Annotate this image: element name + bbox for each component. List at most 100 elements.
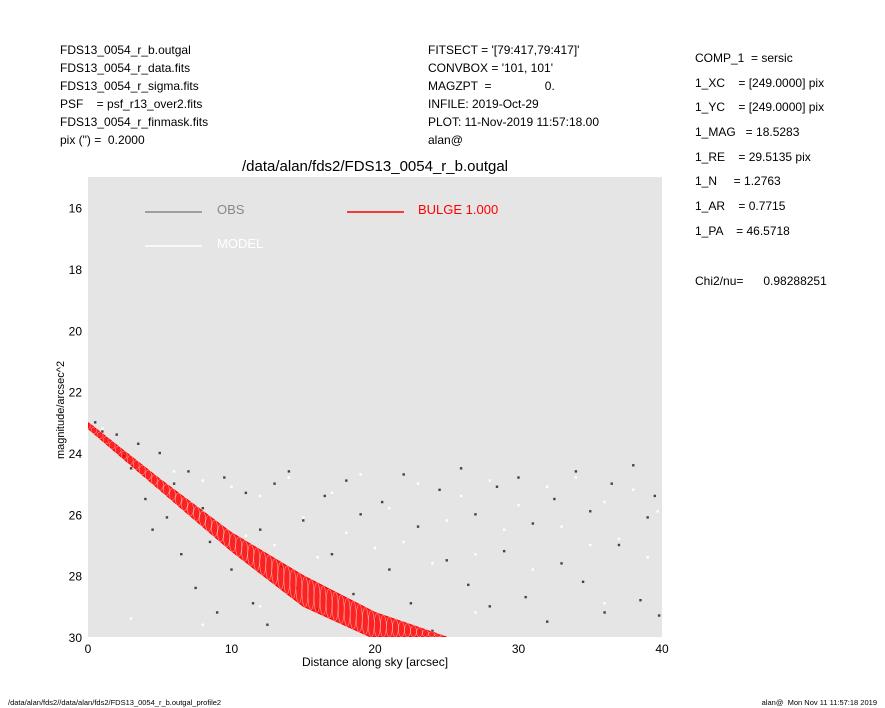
model-point [287,476,291,479]
model-point [388,507,391,510]
obs-point [459,467,463,470]
bulge-ring [229,533,236,553]
obs-point [639,599,642,602]
obs-point [93,421,97,424]
y-tick-label: 18 [69,263,83,277]
bulge-ring [205,515,212,532]
bulge-ring [151,474,158,486]
obs-point [137,442,140,445]
y-tick-label: 30 [69,631,83,645]
obs-point [524,595,527,599]
obs-point [610,482,613,485]
header-left-4: FDS13_0054_r_finmask.fits [60,115,209,129]
obs-point [273,482,276,485]
param-5: 1_N = 1.2763 [695,174,781,188]
bulge-ring [434,633,441,637]
model-point [445,519,448,522]
bulge-ring [88,422,92,429]
header-left-0: FDS13_0054_r_b.outgal [60,43,191,57]
header-left-1: FDS13_0054_r_data.fits [60,61,191,75]
obs-point [359,513,362,516]
model-point [617,537,621,541]
model-point [302,516,305,519]
bulge-ring [157,479,164,491]
model-point [373,546,377,550]
model-point [129,617,133,620]
obs-point [129,467,133,470]
bulge-ring [187,501,194,517]
obs-point [546,620,549,623]
obs-point [409,602,413,605]
obs-point [617,543,621,547]
model-point [531,568,535,571]
header-mid-4: PLOT: 11-Nov-2019 11:57:18.00 [428,115,599,129]
header-mid-1: CONVBOX = '101, 101' [428,61,553,75]
model-point [230,485,233,488]
x-tick-label: 20 [368,642,382,656]
obs-point [502,549,506,553]
obs-point [215,611,219,614]
model-point [345,531,348,534]
model-point [474,553,477,556]
bulge-ring [102,436,110,445]
model-point [402,540,405,544]
bulge-ring [181,497,188,512]
model-point [656,510,659,513]
obs-point [244,491,248,495]
y-axis-label: magnitude/arcsec^2 [55,361,67,459]
obs-point [488,605,491,608]
obs-point [474,513,477,516]
obs-point [653,494,657,498]
header-mid-5: alan@ [428,133,463,147]
obs-point [115,433,118,436]
model-point [359,473,362,476]
bulge-ring [114,445,122,455]
obs-point [431,629,434,633]
chart-title: /data/alan/fds2/FDS13_0054_r_b.outgal [241,158,509,175]
bulge-ring [120,450,128,460]
model-point [488,479,491,482]
bulge-ring [217,524,224,543]
x-axis-label: Distance along sky [arcsec] [302,655,448,669]
bulge-ring [133,460,140,470]
obs-point [223,476,226,479]
model-point [560,525,563,528]
plot-area [88,177,662,637]
model-point [603,602,606,605]
model-point [646,556,649,559]
bulge-ring [223,528,230,548]
obs-point [230,568,233,571]
obs-point [180,553,183,556]
bulge-ring [199,510,206,527]
x-tick-label: 30 [512,642,526,656]
model-point [474,611,477,614]
obs-point [187,470,190,473]
model-point [201,623,204,626]
legend-label-bulge: BULGE 1.000 [418,202,498,217]
x-tick-label: 10 [225,642,239,656]
model-point [546,485,549,488]
param-7: 1_PA = 46.5718 [695,224,790,238]
bulge-ring [96,431,104,439]
model-point [316,556,319,559]
bulge-ring [90,426,98,434]
obs-point [388,568,391,571]
bulge-ring [175,492,182,506]
obs-point [402,473,405,476]
obs-point [266,623,269,626]
header-left-5: pix (") = 0.2000 [60,133,145,147]
bulge-model-band [88,421,447,637]
y-tick-label: 28 [69,570,83,584]
obs-point [194,586,197,590]
header-mid-3: INFILE: 2019-Oct-29 [428,97,539,111]
obs-point [208,540,212,544]
obs-point [416,525,420,528]
bulge-ring [211,519,218,537]
param-2: 1_YC = [249.0000] pix [695,100,825,114]
obs-point [352,592,355,596]
model-point [431,562,434,565]
obs-point [380,500,384,504]
obs-point [657,614,661,617]
model-point [574,476,578,479]
